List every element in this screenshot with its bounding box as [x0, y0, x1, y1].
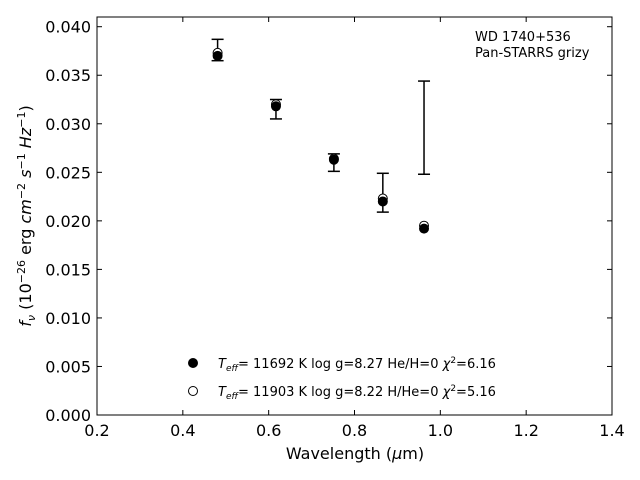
point-filled [419, 223, 430, 234]
legend-marker-filled [188, 358, 198, 368]
x-tick-label: 1.2 [513, 421, 538, 440]
x-tick-label: 0.6 [256, 421, 281, 440]
x-tick-label: 0.2 [84, 421, 109, 440]
observed-errorbars [211, 38, 431, 213]
point-filled [212, 50, 223, 61]
y-tick-label: 0.030 [45, 115, 91, 134]
y-tick-label: 0.035 [45, 66, 91, 85]
legend-entry-2: Teff= 11903 K log g=8.22 H/He=0 χ2=5.16 [218, 384, 496, 402]
plot-frame [96, 16, 613, 416]
y-axis-label: fν (10−26 erg cm−2 s−1 Hz−1) [15, 105, 38, 326]
x-tick-label: 1.4 [599, 421, 624, 440]
y-tick-label: 0.000 [45, 406, 91, 425]
axis-ticks: 0.2 0.4 0.6 0.8 1.0 1.2 1.4 0.000 0.005 0.010 0.01… [45, 17, 625, 440]
annotation-target: WD 1740+536 [475, 30, 571, 45]
annotation-survey: Pan-STARRS grizy [475, 46, 590, 61]
y-tick-label: 0.020 [45, 212, 91, 231]
y-tick-label: 0.005 [45, 357, 91, 376]
y-tick-label: 0.015 [45, 260, 91, 279]
point-filled [377, 196, 388, 207]
legend-entry-1: Teff= 11692 K log g=8.27 He/H=0 χ2=6.16 [218, 356, 496, 374]
x-axis-label: Wavelength (μm) [286, 444, 424, 463]
legend-marker-open [188, 386, 198, 396]
y-tick-label: 0.010 [45, 309, 91, 328]
x-tick-label: 0.4 [170, 421, 195, 440]
x-tick-label: 0.8 [342, 421, 367, 440]
point-filled [328, 154, 339, 165]
point-filled [270, 101, 281, 112]
y-tick-label: 0.040 [45, 18, 91, 37]
x-tick-label: 1.0 [428, 421, 453, 440]
model-points [212, 47, 430, 234]
y-tick-label: 0.025 [45, 163, 91, 182]
